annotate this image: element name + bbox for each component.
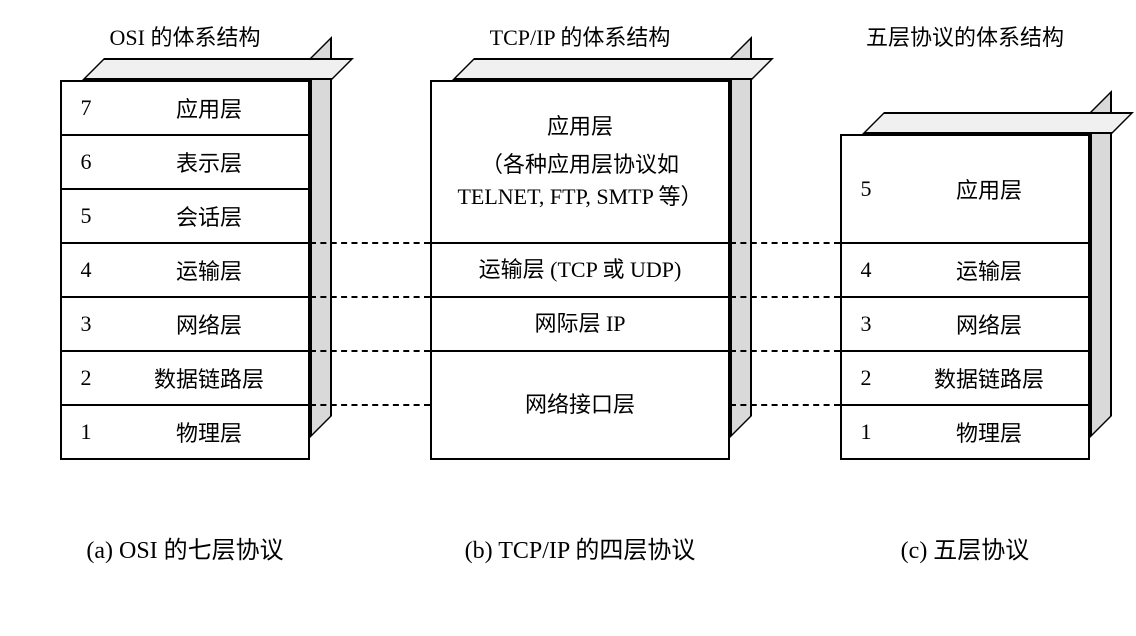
layer-number: 4 [62,257,110,283]
five-column: 五层协议的体系结构5应用层4运输层3网络层2数据链路层1物理层 [840,20,1112,65]
osi-layer: 4运输层 [62,244,308,298]
osi-side-face [310,36,332,438]
five-layer: 3网络层 [842,298,1088,352]
layer-label: 网际层 IP [432,308,728,340]
layer-label: 网络层 [110,308,308,340]
layer-label: 数据链路层 [890,362,1088,394]
tcpip-side-face [730,36,752,438]
five-top-face [862,112,1134,134]
osi-caption: (a) OSI 的七层协议 [60,530,310,565]
layer-number: 1 [842,419,890,445]
layer-number: 5 [842,176,890,202]
layer-number: 4 [842,257,890,283]
tcpip-caption: (b) TCP/IP 的四层协议 [430,530,730,565]
layer-label-sub: （各种应用层协议如 TELNET, FTP, SMTP 等） [442,149,718,213]
osi-top-face [82,58,354,80]
osi-layer: 3网络层 [62,298,308,352]
five-front-face: 5应用层4运输层3网络层2数据链路层1物理层 [840,134,1090,460]
mapping-dash-line [730,350,840,352]
tcpip-layer: 应用层 （各种应用层协议如 TELNET, FTP, SMTP 等） [432,82,728,244]
tcpip-stack: 应用层 （各种应用层协议如 TELNET, FTP, SMTP 等） 运输层 (TC… [430,80,730,460]
layer-label: 网络层 [890,308,1088,340]
osi-layer: 7应用层 [62,82,308,136]
mapping-dash-line [310,296,430,298]
tcpip-top-face [452,58,774,80]
layer-label-main: 应用层 [442,111,718,143]
mapping-dash-line [310,404,430,406]
five-layer: 5应用层 [842,136,1088,244]
layer-label: 物理层 [110,416,308,448]
tcpip-layer: 网络接口层 [432,352,728,460]
layer-number: 5 [62,203,110,229]
osi-layer: 1物理层 [62,406,308,460]
five-stack: 5应用层4运输层3网络层2数据链路层1物理层 [840,134,1090,460]
mapping-dash-line [730,404,840,406]
layer-label: 数据链路层 [110,362,308,394]
network-architecture-diagram: OSI 的体系结构7应用层6表示层5会话层4运输层3网络层2数据链路层1物理层(… [20,20,1116,616]
layer-label: 应用层 （各种应用层协议如 TELNET, FTP, SMTP 等） [432,111,728,213]
osi-front-face: 7应用层6表示层5会话层4运输层3网络层2数据链路层1物理层 [60,80,310,460]
layer-label: 运输层 (TCP 或 UDP) [432,254,728,286]
layer-label: 运输层 [890,254,1088,286]
layer-number: 1 [62,419,110,445]
osi-title: OSI 的体系结构 [60,20,310,50]
osi-layer: 6表示层 [62,136,308,190]
five-layer: 1物理层 [842,406,1088,460]
five-title: 五层协议的体系结构 [840,20,1090,50]
osi-column: OSI 的体系结构7应用层6表示层5会话层4运输层3网络层2数据链路层1物理层 [60,20,332,65]
five-side-face [1090,90,1112,438]
five-caption: (c) 五层协议 [840,530,1090,565]
tcpip-layer: 网际层 IP [432,298,728,352]
five-layer: 2数据链路层 [842,352,1088,406]
tcpip-layer: 运输层 (TCP 或 UDP) [432,244,728,298]
mapping-dash-line [310,242,430,244]
layer-label: 运输层 [110,254,308,286]
layer-number: 3 [842,311,890,337]
layer-label: 表示层 [110,146,308,178]
tcpip-title: TCP/IP 的体系结构 [430,20,730,50]
layer-label: 会话层 [110,200,308,232]
layer-number: 2 [842,365,890,391]
tcpip-front-face: 应用层 （各种应用层协议如 TELNET, FTP, SMTP 等） 运输层 (TC… [430,80,730,460]
tcpip-column: TCP/IP 的体系结构应用层（各种应用层协议如 TELNET, FTP, SM… [430,20,752,65]
osi-layer: 2数据链路层 [62,352,308,406]
mapping-dash-line [730,242,840,244]
layer-number: 2 [62,365,110,391]
mapping-dash-line [310,350,430,352]
osi-layer: 5会话层 [62,190,308,244]
layer-label: 应用层 [890,173,1088,205]
layer-label: 应用层 [110,92,308,124]
layer-number: 7 [62,95,110,121]
osi-stack: 7应用层6表示层5会话层4运输层3网络层2数据链路层1物理层 [60,80,310,460]
mapping-dash-line [730,296,840,298]
five-layer: 4运输层 [842,244,1088,298]
layer-label: 网络接口层 [432,389,728,421]
layer-number: 3 [62,311,110,337]
layer-label: 物理层 [890,416,1088,448]
layer-number: 6 [62,149,110,175]
